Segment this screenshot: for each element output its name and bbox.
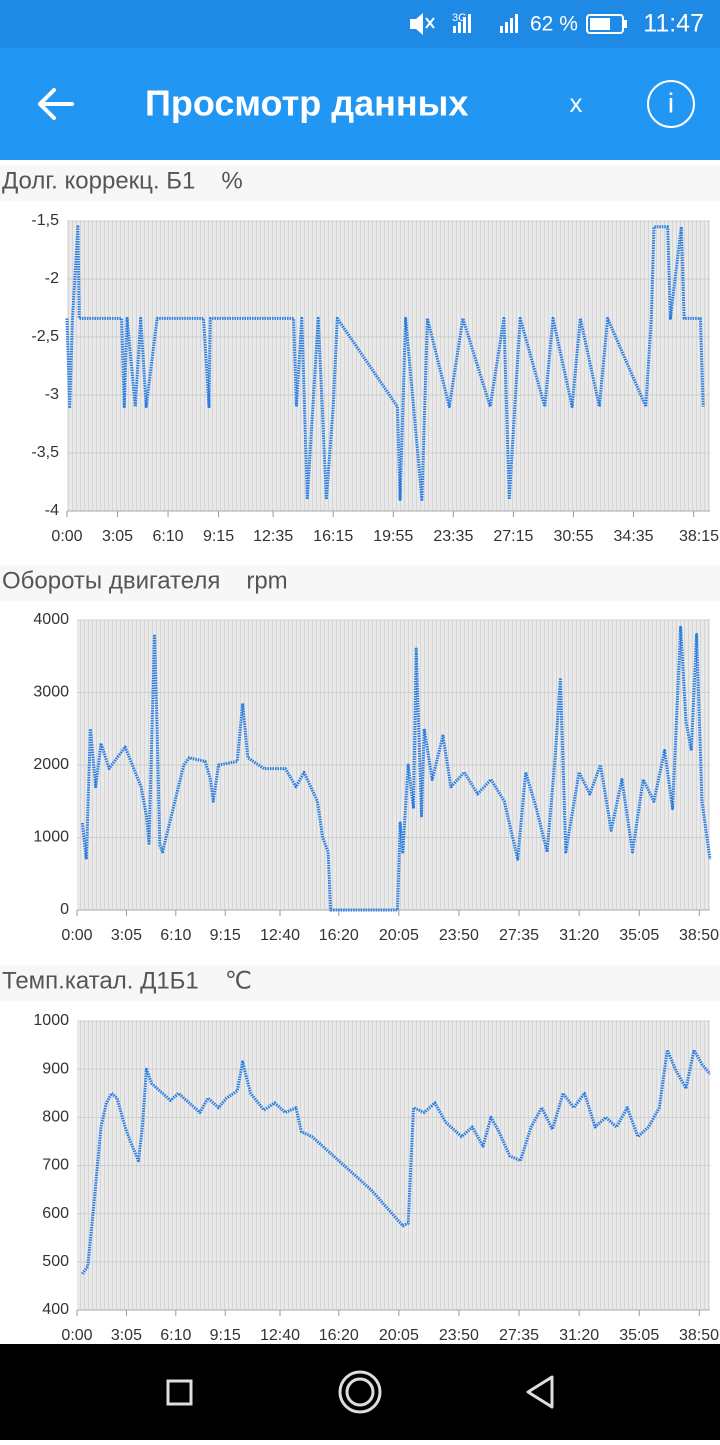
- y-tick-label: 600: [42, 1205, 69, 1222]
- x-tick-label: 34:35: [614, 528, 654, 545]
- x-tick-label: 12:40: [260, 1327, 300, 1344]
- x-tick-label: 35:05: [619, 1327, 659, 1344]
- app-bar: [0, 48, 720, 160]
- x-tick-label: 12:40: [260, 927, 300, 944]
- status-bar: [0, 0, 720, 48]
- x-tick-label: 3:05: [111, 1327, 142, 1344]
- info-button[interactable]: [647, 80, 695, 128]
- app-title: Просмотр данных: [145, 83, 468, 124]
- x-tick-label: 31:20: [559, 927, 599, 944]
- x-tick-label: 0:00: [61, 1327, 92, 1344]
- back-nav-button[interactable]: [526, 1375, 554, 1409]
- y-tick-label: -3: [45, 386, 59, 403]
- chart-unit: rpm: [246, 567, 287, 594]
- clock: 11:47: [643, 10, 704, 38]
- home-button[interactable]: [338, 1370, 382, 1414]
- x-tick-label: 23:50: [439, 927, 479, 944]
- y-tick-label: 0: [60, 901, 69, 918]
- y-tick-label: 400: [42, 1301, 69, 1318]
- x-tick-label: 12:35: [253, 528, 293, 545]
- x-tick-label: 9:15: [210, 927, 241, 944]
- x-tick-label: 27:35: [499, 1327, 539, 1344]
- y-tick-label: -1,5: [31, 212, 59, 229]
- x-tick-label: 23:50: [439, 1327, 479, 1344]
- plot-area: [67, 221, 710, 511]
- data-line: [81, 1048, 712, 1275]
- chart-title: Обороты двигателя: [2, 567, 220, 594]
- x-tick-label: 16:20: [319, 1327, 359, 1344]
- y-tick-label: 500: [42, 1253, 69, 1270]
- chart-unit: ℃: [225, 967, 252, 994]
- y-tick-label: -2,5: [31, 328, 59, 345]
- x-tick-label: 31:20: [559, 1327, 599, 1344]
- x-tick-label: 16:15: [313, 528, 353, 545]
- x-tick-label: 23:35: [433, 528, 473, 545]
- x-tick-label: 30:55: [553, 528, 593, 545]
- x-tick-label: 19:55: [373, 528, 413, 545]
- y-tick-label: -4: [45, 502, 59, 519]
- nav-bar: [0, 1344, 720, 1440]
- x-tick-label: 9:15: [203, 528, 234, 545]
- x-tick-label: 6:10: [160, 1327, 191, 1344]
- y-tick-label: 1000: [33, 1012, 69, 1029]
- x-tick-label: 27:15: [493, 528, 533, 545]
- x-tick-label: 35:05: [619, 927, 659, 944]
- info-icon[interactable]: i: [668, 87, 674, 118]
- y-tick-label: -3,5: [31, 444, 59, 461]
- recents-button[interactable]: [166, 1379, 193, 1406]
- y-tick-label: 900: [42, 1060, 69, 1077]
- y-tick-label: 2000: [33, 756, 69, 773]
- x-tick-label: 0:00: [61, 927, 92, 944]
- y-tick-label: 700: [42, 1157, 69, 1174]
- data-line: [65, 225, 705, 501]
- x-tick-label: 0:00: [51, 528, 82, 545]
- status-icons: [410, 13, 627, 35]
- chart-header: [0, 565, 720, 601]
- y-tick-label: 4000: [33, 611, 69, 628]
- chart-title: Темп.катал. Д1Б1: [2, 967, 199, 994]
- chart-header: [0, 965, 720, 1001]
- x-tick-label: 3:05: [111, 927, 142, 944]
- x-tick-label: 3:05: [102, 528, 133, 545]
- x-tick-label: 9:15: [210, 1327, 241, 1344]
- x-tick-label: 16:20: [319, 927, 359, 944]
- x-tick-label: 38:50: [679, 1327, 719, 1344]
- back-button[interactable]: [38, 88, 74, 120]
- x-tick-label: 38:50: [679, 927, 719, 944]
- close-button[interactable]: x: [570, 88, 583, 118]
- x-tick-label: 38:15: [679, 528, 719, 545]
- chart-header: [0, 165, 720, 201]
- y-tick-label: -2: [45, 270, 59, 287]
- x-tick-label: 20:05: [379, 927, 419, 944]
- battery-level: 62 %: [530, 13, 578, 36]
- chart-title: Долг. коррекц. Б1: [2, 167, 195, 194]
- chart-unit: %: [221, 167, 242, 194]
- x-tick-label: 6:10: [152, 528, 183, 545]
- x-tick-label: 27:35: [499, 927, 539, 944]
- y-tick-label: 800: [42, 1109, 69, 1126]
- x-tick-label: 20:05: [379, 1327, 419, 1344]
- y-tick-label: 1000: [33, 829, 69, 846]
- x-tick-label: 6:10: [160, 927, 191, 944]
- network-type: 3G: [452, 12, 467, 24]
- y-tick-label: 3000: [33, 684, 69, 701]
